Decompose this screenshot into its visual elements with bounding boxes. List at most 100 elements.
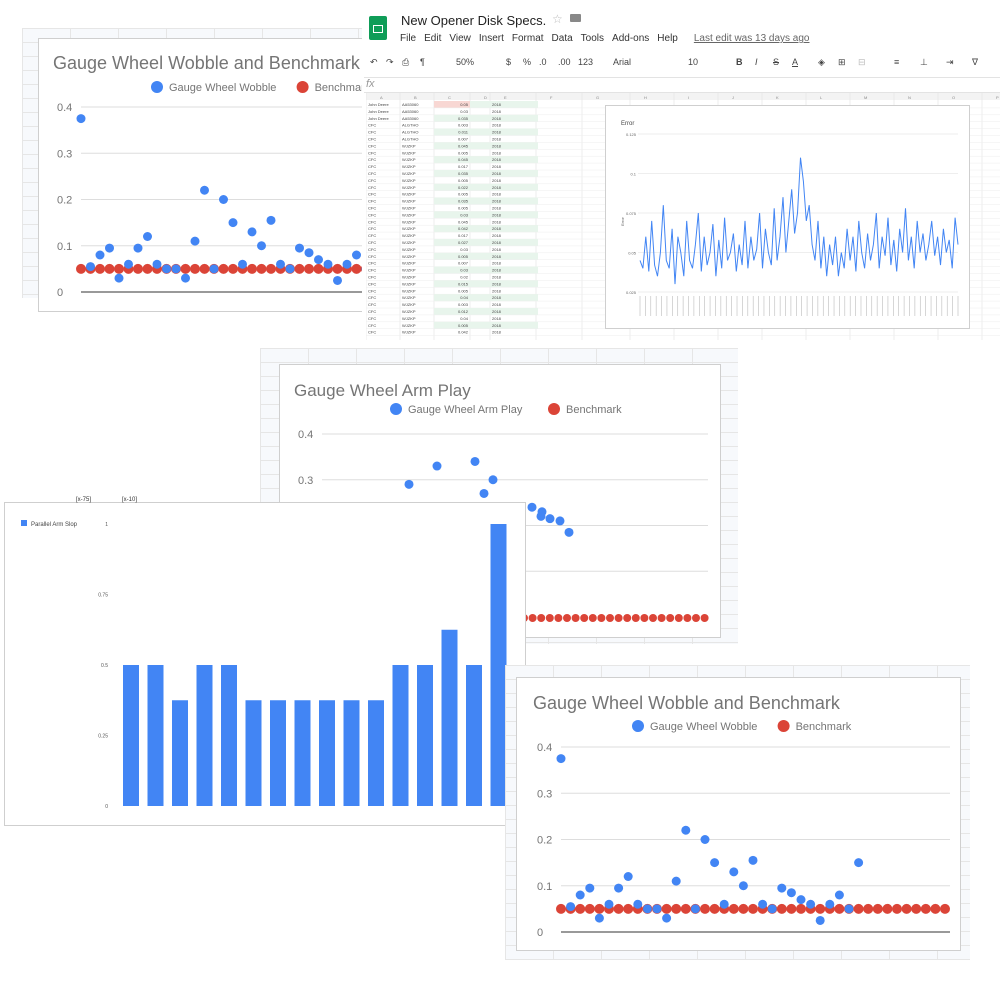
column-header: B — [414, 95, 417, 100]
align-icon[interactable]: ≡ — [894, 57, 900, 67]
last-edit-link[interactable]: Last edit was 13 days ago — [693, 33, 810, 44]
benchmark-point — [294, 263, 305, 274]
redo-icon[interactable]: ↷ — [386, 57, 394, 67]
data-point — [690, 904, 700, 914]
menu-view[interactable]: View — [449, 33, 471, 44]
data-point — [95, 250, 105, 260]
data-point — [825, 899, 835, 909]
row-band — [434, 183, 538, 191]
y-tick-label: 0.3 — [57, 148, 72, 160]
increase-decimal-button[interactable]: .00 — [558, 57, 571, 67]
cell-model: AA53060 — [402, 109, 419, 114]
percent-button[interactable]: % — [523, 57, 532, 67]
cell-year: 2018 — [492, 302, 502, 307]
bold-button[interactable]: B — [736, 57, 743, 67]
font-select[interactable]: Arial — [613, 57, 632, 67]
fill-color-icon[interactable]: ◈ — [818, 57, 825, 67]
data-point — [76, 114, 86, 124]
menu-insert[interactable]: Insert — [478, 33, 504, 44]
chart-card-wobble-top[interactable]: Gauge Wheel Wobble and Benchmark Gauge Wh… — [38, 38, 380, 312]
benchmark-point — [911, 903, 922, 914]
benchmark-point — [920, 903, 931, 914]
data-point — [555, 516, 565, 526]
data-point — [623, 872, 633, 881]
paint-format-icon[interactable]: ¶ — [420, 57, 425, 67]
formula-bar[interactable]: fx — [364, 77, 1000, 93]
chart-card-parallel-arm-slop[interactable]: Parallel Arm Slop 0 0.25 0.5 0.75 1 — [4, 502, 526, 826]
cell-maker: CFC — [368, 309, 376, 314]
folder-icon[interactable] — [570, 14, 581, 22]
print-icon[interactable]: ⎙ — [402, 57, 410, 67]
bar — [221, 665, 237, 806]
star-icon[interactable]: ☆ — [552, 12, 563, 26]
menu-format[interactable]: Format — [511, 33, 544, 44]
cell-year: 2018 — [492, 268, 502, 273]
document-title[interactable]: New Opener Disk Specs. — [401, 13, 547, 28]
data-point — [404, 479, 414, 489]
menu-addons[interactable]: Add-ons — [612, 33, 650, 44]
cell-value: 0.02 — [460, 275, 469, 280]
data-point — [681, 825, 691, 835]
cell-maker: John Deere — [368, 109, 389, 114]
bar — [123, 665, 139, 806]
data-point — [729, 867, 739, 877]
data-point — [266, 215, 276, 225]
format-select[interactable]: 123 — [578, 57, 594, 67]
benchmark-point — [674, 614, 683, 622]
legend-label: Benchmark — [315, 82, 371, 94]
italic-button[interactable]: I — [755, 57, 758, 67]
data-point — [352, 250, 361, 260]
merge-icon[interactable]: ⊟ — [858, 57, 866, 67]
y-tick-label: 0.4 — [57, 102, 72, 114]
data-point — [758, 899, 768, 909]
cell-model: WJZKP — [402, 254, 416, 259]
text-color-button[interactable]: A — [792, 57, 799, 67]
strikethrough-button[interactable]: S — [773, 57, 780, 67]
data-point — [527, 502, 537, 512]
cell-model: WJZKP — [402, 302, 416, 307]
data-point — [219, 195, 228, 204]
menu-tools[interactable]: Tools — [580, 33, 605, 44]
column-header: F — [550, 95, 553, 100]
currency-button[interactable]: $ — [506, 57, 512, 67]
decrease-decimal-button[interactable]: .0 — [539, 57, 547, 67]
cell-model: WJZKP — [402, 316, 416, 321]
error-chart-card[interactable]: Error Error 0.025 0.05 0.075 0.1 0.125 — [605, 105, 970, 329]
benchmark-point — [776, 903, 787, 914]
cell-value: 0.012 — [458, 309, 469, 314]
chart-title: Gauge Wheel Wobble and Benchmark — [533, 693, 841, 713]
cell-value: 0.011 — [458, 130, 468, 135]
cell-value: 0.005 — [458, 150, 469, 155]
cell-model: WJZKP — [402, 288, 416, 293]
benchmark-point — [580, 614, 589, 622]
highlight-cell — [434, 101, 470, 108]
zoom-select[interactable]: 50% — [456, 57, 475, 67]
cell-model: WJZKP — [402, 295, 416, 300]
y-tick-label: 0.1 — [537, 881, 552, 893]
cell-maker: CFC — [368, 288, 376, 293]
menu-edit[interactable]: Edit — [424, 33, 442, 44]
undo-icon[interactable]: ↶ — [370, 57, 378, 67]
menu-file[interactable]: File — [400, 33, 417, 44]
cell-maker: CFC — [368, 281, 376, 286]
rotate-icon[interactable]: ∇ — [972, 57, 979, 67]
bar — [441, 629, 458, 806]
benchmark-point — [613, 903, 624, 914]
row-band — [434, 114, 538, 122]
cell-maker: CFC — [368, 226, 376, 231]
menu-data[interactable]: Data — [551, 33, 573, 44]
chart-card-wobble-bottom[interactable]: Gauge Wheel Wobble and Benchmark Gauge Wh… — [516, 677, 961, 951]
benchmark-point — [588, 614, 597, 622]
cell-year: 2018 — [492, 240, 502, 245]
wrap-icon[interactable]: ⇥ — [946, 57, 954, 67]
benchmark-point — [133, 263, 143, 274]
cell-maker: CFC — [368, 275, 376, 280]
benchmark-point — [256, 263, 267, 274]
valign-icon[interactable]: ⊥ — [920, 57, 928, 67]
font-size-select[interactable]: 10 — [688, 57, 699, 67]
menu-help[interactable]: Help — [657, 33, 678, 44]
benchmark-point — [142, 263, 153, 274]
borders-icon[interactable]: ⊞ — [838, 57, 846, 67]
y-tick-label: 1 — [105, 522, 108, 528]
column-header: J — [732, 95, 734, 100]
